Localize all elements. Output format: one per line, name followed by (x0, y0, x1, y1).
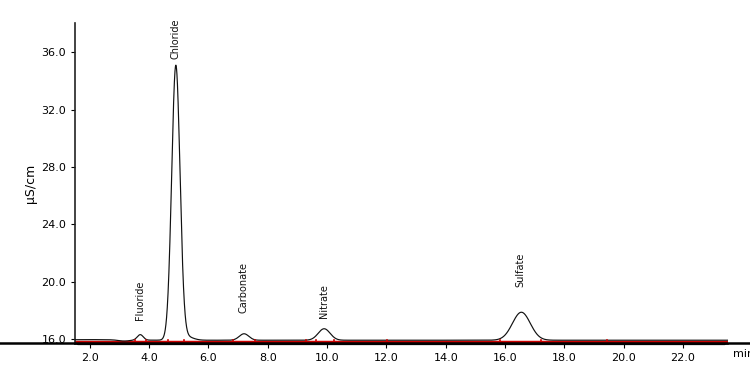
Text: Carbonate: Carbonate (238, 262, 248, 313)
Text: Chloride: Chloride (170, 19, 180, 59)
Y-axis label: μS/cm: μS/cm (24, 164, 37, 203)
Text: Fluoride: Fluoride (135, 281, 145, 320)
Text: Sulfate: Sulfate (515, 253, 526, 287)
Text: Nitrate: Nitrate (319, 283, 328, 317)
Text: min: min (734, 349, 750, 359)
